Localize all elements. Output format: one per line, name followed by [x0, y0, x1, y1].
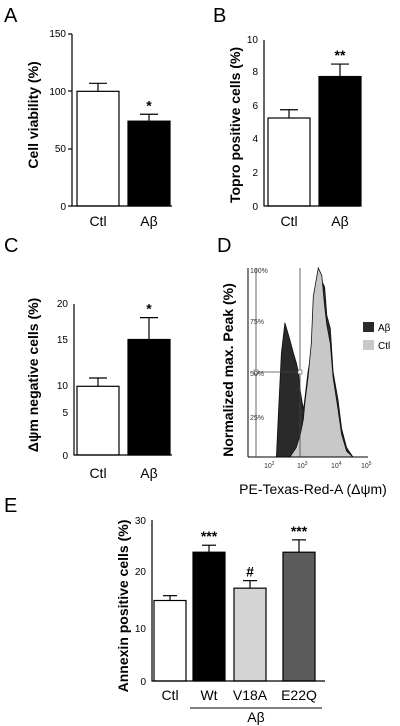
panel-e-ytick: 0: [140, 677, 146, 688]
significance-label: **: [335, 47, 346, 63]
panel-b-bars: **: [267, 47, 362, 207]
panel-a-yticks: 0 50 100 150: [49, 29, 66, 213]
panel-e: E Annexin positive cells (%) 0 10 20 30 …: [4, 495, 325, 725]
panel-b-ytick: 4: [252, 134, 258, 145]
histogram-ctl: [289, 266, 354, 458]
panel-letter-b: B: [213, 5, 226, 27]
panel-e-category: Ctl: [161, 687, 178, 703]
panel-c-ytick: 0: [62, 451, 68, 462]
significance-label: #: [246, 564, 254, 580]
panel-a-ytick: 0: [60, 202, 66, 213]
panel-a-bars: *: [76, 82, 171, 207]
panel-e-ylabel: Annexin positive cells (%): [115, 520, 131, 693]
panel-b-ytick: 8: [252, 67, 258, 78]
panel-b-ylabel: Topro positive cells (%): [227, 47, 243, 203]
panel-c-ytick: 20: [57, 299, 69, 310]
panel-e-ytick: 20: [135, 567, 147, 578]
panel-d-histograms: [275, 266, 354, 458]
significance-label: *: [146, 97, 152, 113]
panel-e-category: Wt: [200, 687, 217, 703]
panel-d-ytick: 50%: [250, 371, 264, 378]
panel-e-bars: *** # ***: [153, 523, 316, 682]
bar: [318, 75, 362, 207]
significance-label: ***: [291, 523, 308, 539]
panel-d-ylabel: Normalized max. Peak (%): [220, 283, 236, 457]
panel-b-ytick: 6: [252, 101, 258, 112]
panel-e-category: E22Q: [281, 687, 317, 703]
panel-d-xtick: 104: [331, 461, 342, 470]
panel-a-ytick: 150: [49, 29, 66, 40]
panel-a-category: Ctl: [89, 213, 106, 229]
panel-d-xlabel: PE-Texas-Red-A (Δψm): [239, 481, 387, 497]
legend-label-ctl: Ctl: [378, 341, 390, 352]
panel-b-ytick: 0: [252, 202, 258, 213]
bar: [76, 385, 120, 456]
bar: [233, 587, 267, 682]
panel-letter-c: C: [4, 235, 18, 257]
panel-a-ytick: 50: [55, 144, 67, 155]
panel-d-ytick: 75%: [250, 319, 264, 326]
panel-letter-a: A: [4, 5, 18, 27]
bar: [127, 120, 171, 207]
panel-d-ytick: 100%: [250, 268, 268, 275]
panel-e-group-label: Aβ: [247, 709, 264, 725]
panel-c-bars: *: [76, 301, 171, 456]
panel-e-ytick: 30: [135, 516, 147, 527]
bar: [267, 117, 311, 207]
panel-letter-d: D: [217, 235, 231, 257]
panel-d-legend: Aβ Ctl: [363, 322, 391, 352]
legend-swatch-ab: [363, 322, 374, 332]
panel-c-ytick: 10: [57, 381, 69, 392]
panel-c-axes: [73, 304, 172, 456]
bar: [282, 551, 316, 682]
panel-c: C Δψm negative cells (%) 0 5 10 15 20 * …: [4, 235, 172, 481]
bar: [127, 338, 171, 456]
panel-d-xtick: 105: [361, 461, 372, 470]
panel-b-ytick: 2: [252, 168, 258, 179]
significance-label: ***: [201, 528, 218, 544]
panel-c-category: Aβ: [140, 465, 157, 481]
panel-a: A Cell viability (%) 0 50 100 150 * Ctl …: [4, 5, 172, 229]
panel-e-ytick: 10: [135, 624, 147, 635]
panel-d: D Normalized max. Peak (%) 25% 50% 75% 1…: [217, 235, 391, 497]
panel-b-ytick: 10: [247, 35, 259, 46]
significance-label: *: [146, 301, 152, 317]
panel-a-category: Aβ: [140, 213, 157, 229]
panel-e-axes: [151, 520, 325, 682]
panel-b-axes: [263, 40, 360, 207]
legend-label-ab: Aβ: [378, 323, 391, 334]
panel-c-category: Ctl: [89, 465, 106, 481]
legend-swatch-ctl: [363, 340, 374, 350]
panel-c-ytick: 15: [57, 335, 69, 346]
panel-d-xtick: 103: [297, 461, 308, 470]
panel-letter-e: E: [4, 495, 17, 517]
bar: [192, 551, 226, 682]
bar: [76, 90, 120, 207]
panel-c-ylabel: Δψm negative cells (%): [25, 298, 41, 452]
panel-a-ylabel: Cell viability (%): [25, 61, 41, 168]
panel-d-gate-handle: [253, 369, 259, 375]
panel-d-gate-handle: [297, 369, 303, 375]
panel-d-xtick: 102: [264, 461, 275, 470]
panel-e-category: V18A: [233, 687, 268, 703]
panel-c-ytick: 5: [62, 408, 68, 419]
panel-a-ytick: 100: [49, 87, 66, 98]
panel-b-category: Ctl: [280, 213, 297, 229]
panel-d-xticks: 102 103 104 105: [264, 461, 372, 470]
panel-b: B Topro positive cells (%) 0 2 4 6 8 10 …: [213, 5, 362, 229]
panel-d-ytick: 25%: [250, 415, 264, 422]
bar: [153, 599, 187, 682]
panel-b-category: Aβ: [331, 213, 348, 229]
